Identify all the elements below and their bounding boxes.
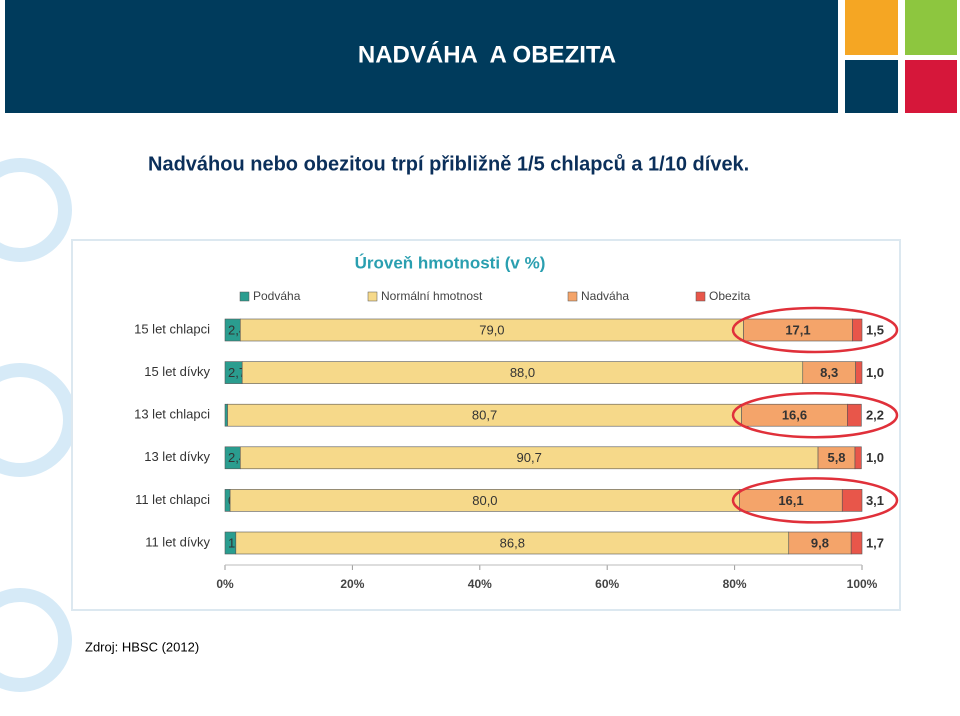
x-tick-label: 20% bbox=[340, 577, 364, 591]
bar-segment bbox=[847, 403, 862, 427]
x-tick-label: 80% bbox=[723, 577, 747, 591]
legend-label: Nadváha bbox=[581, 289, 629, 303]
value-label: 90,7 bbox=[517, 450, 542, 465]
value-label: 5,8 bbox=[827, 450, 845, 465]
header-square bbox=[845, 0, 898, 55]
value-label: 2,7 bbox=[228, 365, 246, 380]
y-tick-label: 11 let dívky bbox=[145, 534, 210, 549]
chart-title: Úroveň hmotnosti (v %) bbox=[355, 253, 546, 272]
value-label: 1,0 bbox=[866, 365, 884, 380]
value-label: 16,1 bbox=[778, 493, 803, 508]
header-square bbox=[905, 60, 957, 113]
y-tick-label: 15 let dívky bbox=[144, 364, 210, 379]
value-label: 1,0 bbox=[866, 450, 884, 465]
value-label: 79,0 bbox=[479, 322, 504, 337]
source: Zdroj: HBSC (2012) bbox=[85, 639, 199, 654]
value-label: 9,8 bbox=[811, 535, 829, 550]
bar-segment bbox=[854, 446, 862, 470]
value-label: 3,1 bbox=[866, 493, 884, 508]
x-tick-label: 100% bbox=[847, 577, 878, 591]
header-bar bbox=[5, 0, 838, 113]
decoration bbox=[0, 158, 77, 692]
value-label: 88,0 bbox=[510, 365, 535, 380]
value-label: 86,8 bbox=[500, 535, 525, 550]
legend-label: Normální hmotnost bbox=[381, 289, 483, 303]
highlight-ellipse bbox=[731, 477, 899, 524]
value-label: 1,5 bbox=[866, 322, 884, 337]
value-label: 2,2 bbox=[866, 408, 884, 423]
x-tick-label: 60% bbox=[595, 577, 619, 591]
value-label: 1,7 bbox=[866, 535, 884, 550]
legend-swatch bbox=[567, 291, 578, 302]
legend-swatch bbox=[239, 291, 250, 302]
y-tick-label: 13 let chlapci bbox=[134, 407, 210, 422]
legend-swatch bbox=[695, 291, 706, 302]
y-tick-label: 13 let dívky bbox=[144, 449, 210, 464]
highlight-ellipse bbox=[731, 391, 899, 439]
value-label: 80,7 bbox=[472, 408, 497, 423]
legend-label: Podváha bbox=[253, 289, 301, 303]
value-label: 80,0 bbox=[472, 493, 497, 508]
y-tick-label: 15 let chlapci bbox=[134, 321, 210, 336]
x-tick-label: 0% bbox=[216, 577, 234, 591]
subtitle: Nadváhou nebo obezitou trpí přibližně 1/… bbox=[148, 153, 749, 175]
legend-swatch bbox=[367, 291, 378, 302]
legend-label: Obezita bbox=[709, 289, 751, 303]
bar-segment bbox=[850, 531, 863, 555]
header-square bbox=[845, 60, 898, 113]
value-label: 16,6 bbox=[782, 408, 807, 423]
bar-segment bbox=[841, 489, 863, 512]
highlight-ellipse bbox=[731, 306, 899, 354]
y-tick-label: 11 let chlapci bbox=[135, 492, 210, 507]
slide-title: NADVÁHA A OBEZITA bbox=[358, 40, 616, 68]
value-label: 8,3 bbox=[820, 365, 838, 380]
value-label: 17,1 bbox=[785, 322, 810, 337]
header-square bbox=[905, 0, 957, 55]
x-tick-label: 40% bbox=[468, 577, 492, 591]
bar-segment bbox=[855, 361, 863, 384]
bar-segment bbox=[852, 318, 863, 342]
